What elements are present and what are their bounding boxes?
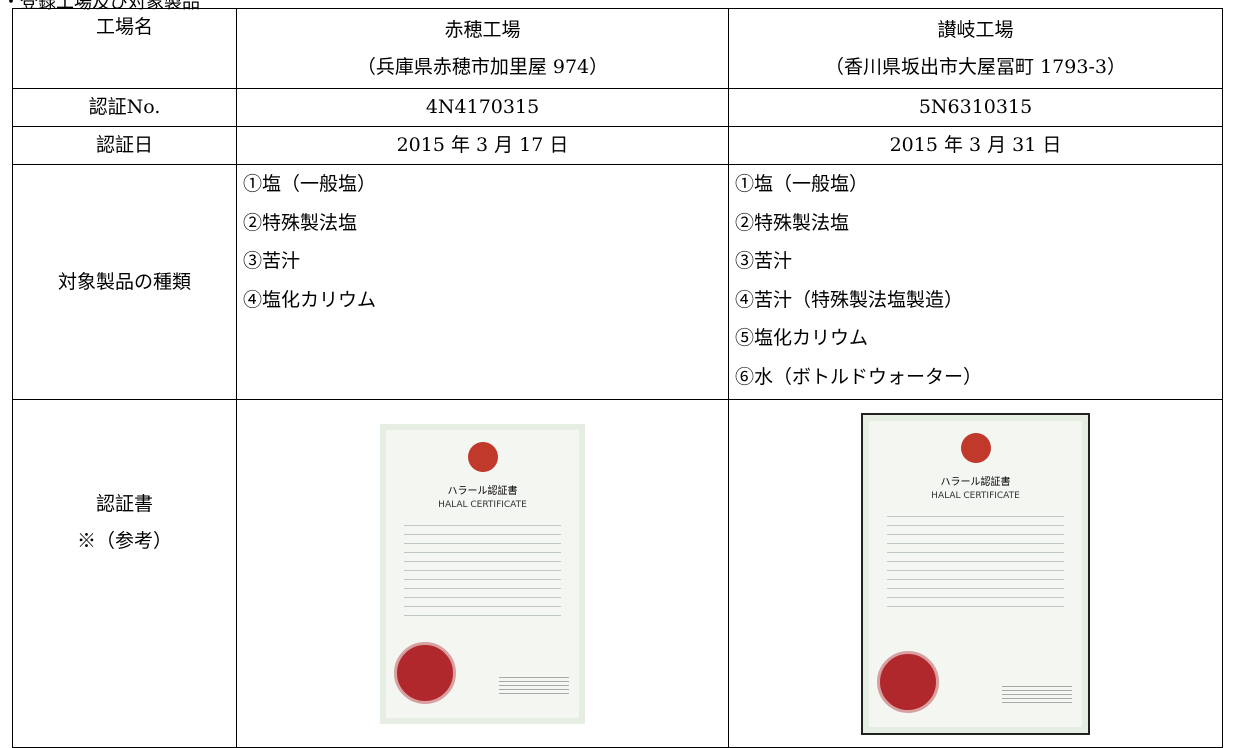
cell: 認証No. xyxy=(12,88,237,127)
certificate-title: ハラール認証書 xyxy=(447,485,518,497)
halal-seal xyxy=(394,641,456,704)
row: 工場名 赤穂工場 （兵庫県赤穂市加里屋 974） 讃岐工場 （香川県坂出市大屋冨町 … xyxy=(12,8,1223,89)
certificate-title-en: HALAL CERTIFICATE xyxy=(931,490,1020,501)
product-list: ①塩（一般塩） ②特殊製法塩 ③苦汁 ④苦汁（特殊製法塩製造） ⑤塩化カリウム ⑥水（ボト… xyxy=(728,164,1223,400)
cell: 工場名 xyxy=(12,8,237,89)
note: ※（参考） xyxy=(76,530,172,552)
cell: 讃岐工場 （香川県坂出市大屋冨町 1793-3） xyxy=(728,8,1223,89)
cell: 認証書 ※（参考） xyxy=(12,399,237,748)
cell: 対象製品の種類 xyxy=(12,164,237,400)
certificate-body xyxy=(887,510,1064,611)
product-item: ⑤塩化カリウム xyxy=(735,327,869,349)
product-item: ⑥水（ボトルドウォーター） xyxy=(735,365,983,388)
product-item: ②特殊製法塩 xyxy=(735,211,850,234)
seal xyxy=(960,432,991,463)
halal-seal xyxy=(877,650,939,713)
product-item: ①塩（一般塩） xyxy=(243,173,377,195)
factory-address: （兵庫県赤穂市加里屋 974） xyxy=(356,55,609,78)
signature xyxy=(1002,682,1072,705)
product-item: ③苦汁 xyxy=(735,250,793,272)
certificate-title-en: HALAL CERTIFICATE xyxy=(438,499,527,510)
row: 認証No. 4N4170315 5N6310315 xyxy=(12,88,1223,127)
cell: 4N4170315 xyxy=(236,88,729,127)
factory-name: 赤穂工場 xyxy=(444,18,521,41)
cell: ハラール認証書 HALAL CERTIFICATE xyxy=(236,399,729,748)
product-item: ④苦汁（特殊製法塩製造） xyxy=(735,288,964,311)
row: 認証日 2015 年 3 月 17 日 2015 年 3 月 31 日 xyxy=(12,126,1223,165)
certificate-body xyxy=(404,519,561,620)
row: 認証書 ※（参考） ハラール認証書 HALAL CERTIFICATE ハラール… xyxy=(12,399,1223,748)
label: 工場名 xyxy=(95,16,153,38)
product-list: ①塩（一般塩） ②特殊製法塩 ③苦汁 ④塩化カリウム xyxy=(236,164,729,400)
product-item: ②特殊製法塩 xyxy=(243,211,358,234)
product-item: ①塩（一般塩） xyxy=(735,173,869,195)
factory-table: 工場名 赤穂工場 （兵庫県赤穂市加里屋 974） 讃岐工場 （香川県坂出市大屋冨町 … xyxy=(12,8,1223,748)
factory-address: （香川県坂出市大屋冨町 1793-3） xyxy=(825,55,1126,78)
label: 認証書 xyxy=(95,493,153,515)
cell: 2015 年 3 月 31 日 xyxy=(728,126,1223,165)
cell: 5N6310315 xyxy=(728,88,1223,127)
factory-name: 讃岐工場 xyxy=(937,18,1014,41)
row: 対象製品の種類 ①塩（一般塩） ②特殊製法塩 ③苦汁 ④塩化カリウム ①塩（一般塩） ②… xyxy=(12,164,1223,400)
cell: ハラール認証書 HALAL CERTIFICATE xyxy=(728,399,1223,748)
certificate-title: ハラール認証書 xyxy=(940,476,1011,488)
product-item: ③苦汁 xyxy=(243,250,301,272)
cell: 赤穂工場 （兵庫県赤穂市加里屋 974） xyxy=(236,8,729,89)
cell: 2015 年 3 月 17 日 xyxy=(236,126,729,165)
cell: 認証日 xyxy=(12,126,237,165)
certificate-image: ハラール認証書 HALAL CERTIFICATE xyxy=(380,423,585,724)
seal xyxy=(467,441,498,472)
certificate-image: ハラール認証書 HALAL CERTIFICATE xyxy=(861,412,1090,735)
signature xyxy=(499,673,569,696)
product-item: ④塩化カリウム xyxy=(243,288,377,311)
